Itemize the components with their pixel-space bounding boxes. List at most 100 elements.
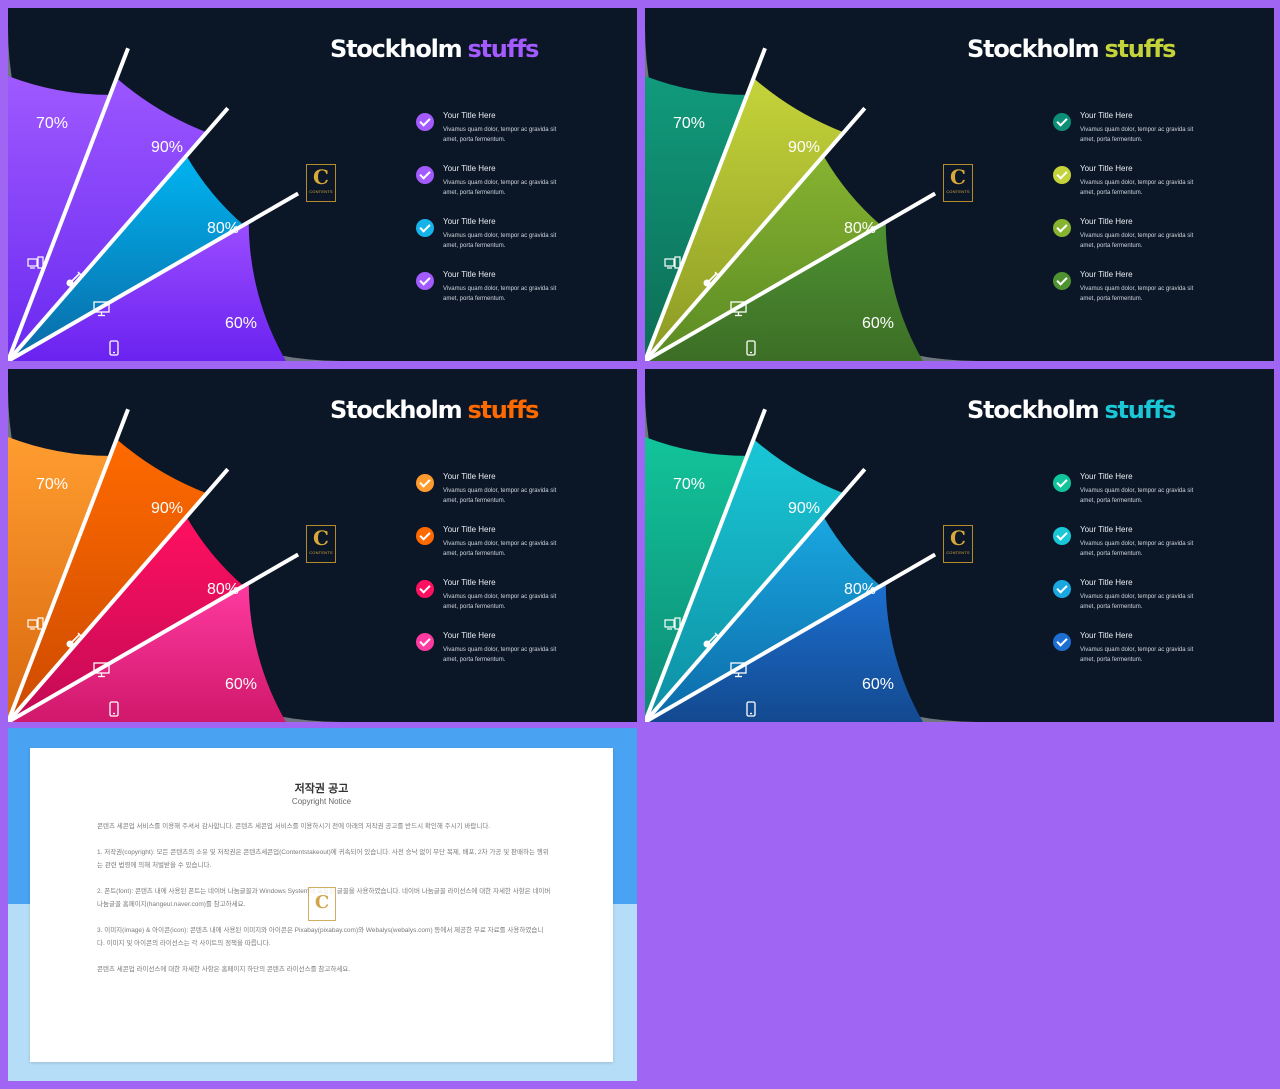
notice-paragraph: 콘텐츠 세콘업 라이선스에 대한 자세한 사항은 홈페이지 하단의 콘텐츠 라이… <box>97 966 351 973</box>
sector-divider <box>645 106 867 361</box>
bullet-item: Your Title Here Vivamus quam dolor, tempo… <box>416 270 616 323</box>
bullet-description: Vivamus quam dolor, tempor ac gravida si… <box>443 180 557 196</box>
contents-logo-icon: C CONTENTS <box>306 525 336 563</box>
slide-title-accent: stuffs <box>467 396 539 424</box>
guitar-icon <box>703 271 719 287</box>
notice-paragraph: 1. 저작권(copyright): 모든 콘텐츠의 소유 및 저작권은 콘텐츠… <box>97 849 549 869</box>
sector-divider <box>645 408 767 722</box>
phone-icon <box>746 340 756 356</box>
copyright-notice-slide: 저작권 공고 Copyright Notice 콘텐츠 세콘업 서비스를 이용해… <box>8 728 637 1081</box>
bullet-title: Your Title Here <box>1080 270 1133 279</box>
fan-sector-2 <box>645 78 844 361</box>
bullet-title: Your Title Here <box>443 525 496 534</box>
slide-title-main: Stockholm <box>967 396 1100 424</box>
bullet-title: Your Title Here <box>443 111 496 120</box>
logo-caption: CONTENTS <box>946 189 970 194</box>
logo-letter: C <box>950 526 966 550</box>
bullet-title: Your Title Here <box>443 217 496 226</box>
percent-label: 60% <box>225 315 257 332</box>
fan-sector-4 <box>645 222 923 361</box>
slide-title-accent: stuffs <box>1104 35 1176 63</box>
bullet-title: Your Title Here <box>443 270 496 279</box>
bullet-list: Your Title Here Vivamus quam dolor, tempo… <box>416 472 616 684</box>
fan-chart: 70% 90% 80% 60% <box>645 389 978 722</box>
fan-sector-4 <box>8 583 286 722</box>
check-circle-icon <box>416 527 434 545</box>
bullet-description: Vivamus quam dolor, tempor ac gravida si… <box>443 233 557 249</box>
bullet-description: Vivamus quam dolor, tempor ac gravida si… <box>1080 488 1194 504</box>
notice-paragraph: 콘텐츠 세콘업 서비스를 이용해 주셔서 감사합니다. 콘텐츠 세콘업 서비스를… <box>97 823 491 830</box>
percent-label: 60% <box>225 676 257 693</box>
bullet-description: Vivamus quam dolor, tempor ac gravida si… <box>443 488 557 504</box>
sector-divider <box>645 47 767 361</box>
slide-title-main: Stockholm <box>330 396 463 424</box>
bullet-title: Your Title Here <box>443 472 496 481</box>
check-circle-icon <box>1053 527 1071 545</box>
bullet-item: Your Title Here Vivamus quam dolor, tempo… <box>1053 472 1253 525</box>
check-circle-icon <box>1053 272 1071 290</box>
logo-caption: CONTENTS <box>309 189 333 194</box>
bullet-title: Your Title Here <box>443 164 496 173</box>
bullet-item: Your Title Here Vivamus quam dolor, tempo… <box>1053 631 1253 684</box>
fan-sector-3 <box>8 516 244 722</box>
bullet-item: Your Title Here Vivamus quam dolor, tempo… <box>1053 217 1253 270</box>
slide-title: Stockholm stuffs <box>330 35 539 63</box>
percent-label: 70% <box>36 115 68 132</box>
percent-label: 80% <box>207 220 239 237</box>
computer-icon <box>27 617 44 630</box>
notice-paper: 저작권 공고 Copyright Notice 콘텐츠 세콘업 서비스를 이용해… <box>30 748 613 1062</box>
slide-green: 70% 90% 80% 60% Stockholm stuffs C CONTENTS Your… <box>645 8 1274 361</box>
check-circle-icon <box>416 219 434 237</box>
bullet-item: Your Title Here Vivamus quam dolor, tempo… <box>416 472 616 525</box>
computer-icon <box>664 256 681 269</box>
notice-subtitle: Copyright Notice <box>291 797 352 806</box>
bullet-item: Your Title Here Vivamus quam dolor, tempo… <box>416 164 616 217</box>
sector-divider <box>8 408 130 722</box>
bullet-description: Vivamus quam dolor, tempor ac gravida si… <box>443 594 557 610</box>
check-circle-icon <box>1053 633 1071 651</box>
slide-title: Stockholm stuffs <box>967 35 1176 63</box>
percent-label: 60% <box>862 676 894 693</box>
percent-label: 90% <box>151 139 183 156</box>
bullet-item: Your Title Here Vivamus quam dolor, tempo… <box>1053 111 1253 164</box>
fan-sector-3 <box>645 516 881 722</box>
guitar-icon <box>66 271 82 287</box>
percent-label: 70% <box>673 115 705 132</box>
logo-caption: CONTENTS <box>309 550 333 555</box>
fan-chart: 70% 90% 80% 60% <box>8 389 341 722</box>
bullet-item: Your Title Here Vivamus quam dolor, tempo… <box>416 631 616 684</box>
logo-letter: C <box>313 165 329 189</box>
bullet-title: Your Title Here <box>1080 578 1133 587</box>
percent-label: 70% <box>673 476 705 493</box>
bullet-description: Vivamus quam dolor, tempor ac gravida si… <box>1080 180 1194 196</box>
notice-paragraph: 3. 이미지(image) & 아이콘(icon): 콘텐츠 내에 사용된 이미… <box>97 927 544 947</box>
check-circle-icon <box>416 166 434 184</box>
notice-title: 저작권 공고 <box>294 783 349 795</box>
bullet-list: Your Title Here Vivamus quam dolor, tempo… <box>416 111 616 323</box>
notice-watermark-logo-icon: C <box>308 887 336 921</box>
bullet-item: Your Title Here Vivamus quam dolor, tempo… <box>416 525 616 578</box>
fan-chart: 70% 90% 80% 60% <box>645 28 978 361</box>
slide-title: Stockholm stuffs <box>330 396 539 424</box>
sector-divider <box>645 467 867 722</box>
check-circle-icon <box>1053 113 1071 131</box>
monitor-icon <box>730 301 747 317</box>
check-circle-icon <box>416 272 434 290</box>
check-circle-icon <box>416 633 434 651</box>
bullet-item: Your Title Here Vivamus quam dolor, tempo… <box>1053 164 1253 217</box>
slide-title-accent: stuffs <box>467 35 539 63</box>
bullet-description: Vivamus quam dolor, tempor ac gravida si… <box>1080 286 1194 302</box>
contents-logo-icon: C CONTENTS <box>943 164 973 202</box>
contents-logo-icon: C CONTENTS <box>306 164 336 202</box>
percent-label: 80% <box>844 581 876 598</box>
check-circle-icon <box>1053 474 1071 492</box>
bullet-description: Vivamus quam dolor, tempor ac gravida si… <box>1080 233 1194 249</box>
monitor-icon <box>730 662 747 678</box>
check-circle-icon <box>416 113 434 131</box>
sector-divider <box>8 467 230 722</box>
bullet-description: Vivamus quam dolor, tempor ac gravida si… <box>1080 647 1194 663</box>
check-circle-icon <box>1053 219 1071 237</box>
check-circle-icon <box>416 580 434 598</box>
percent-label: 80% <box>207 581 239 598</box>
fan-sector-2 <box>8 439 207 722</box>
